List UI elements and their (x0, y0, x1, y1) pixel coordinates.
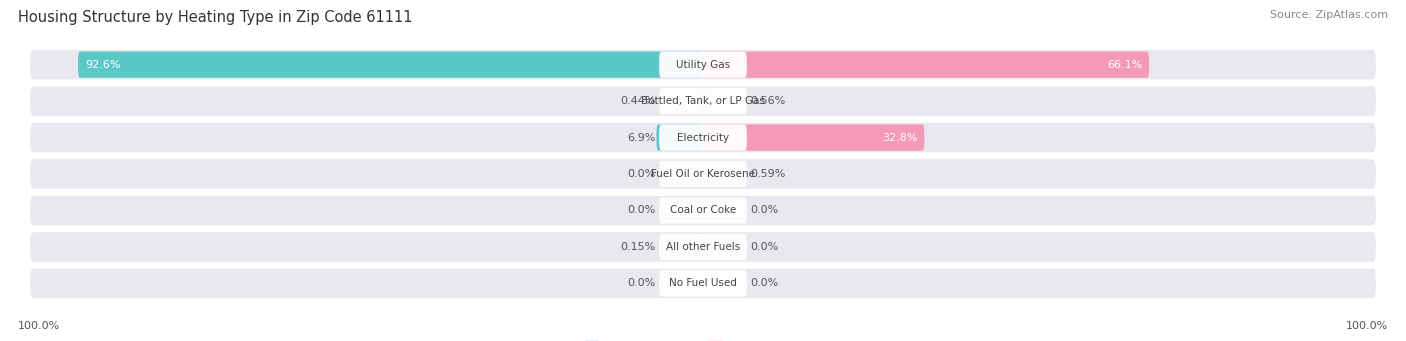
Text: All other Fuels: All other Fuels (666, 242, 740, 252)
FancyBboxPatch shape (700, 88, 703, 114)
FancyBboxPatch shape (659, 124, 747, 151)
FancyBboxPatch shape (703, 51, 1149, 78)
FancyBboxPatch shape (30, 86, 1376, 116)
Text: Utility Gas: Utility Gas (676, 60, 730, 70)
FancyBboxPatch shape (659, 161, 747, 187)
FancyBboxPatch shape (79, 51, 703, 78)
Text: 32.8%: 32.8% (882, 133, 918, 143)
Text: 66.1%: 66.1% (1107, 60, 1142, 70)
Text: 0.0%: 0.0% (751, 206, 779, 216)
Text: 92.6%: 92.6% (84, 60, 121, 70)
FancyBboxPatch shape (659, 197, 747, 224)
FancyBboxPatch shape (703, 161, 707, 187)
FancyBboxPatch shape (703, 124, 924, 151)
FancyBboxPatch shape (703, 88, 707, 114)
FancyBboxPatch shape (30, 159, 1376, 189)
Text: Source: ZipAtlas.com: Source: ZipAtlas.com (1270, 10, 1388, 20)
FancyBboxPatch shape (30, 50, 1376, 79)
FancyBboxPatch shape (30, 269, 1376, 298)
Text: 6.9%: 6.9% (627, 133, 655, 143)
Text: 0.44%: 0.44% (620, 96, 655, 106)
FancyBboxPatch shape (702, 234, 704, 260)
Text: Coal or Coke: Coal or Coke (669, 206, 737, 216)
Text: 0.15%: 0.15% (620, 242, 655, 252)
Text: 0.56%: 0.56% (751, 96, 786, 106)
FancyBboxPatch shape (657, 124, 703, 151)
FancyBboxPatch shape (659, 270, 747, 297)
FancyBboxPatch shape (659, 88, 747, 114)
Text: Bottled, Tank, or LP Gas: Bottled, Tank, or LP Gas (641, 96, 765, 106)
Text: 0.59%: 0.59% (751, 169, 786, 179)
FancyBboxPatch shape (30, 232, 1376, 262)
Text: No Fuel Used: No Fuel Used (669, 278, 737, 288)
Text: 100.0%: 100.0% (18, 321, 60, 331)
Text: 100.0%: 100.0% (1346, 321, 1388, 331)
Text: 0.0%: 0.0% (627, 278, 655, 288)
FancyBboxPatch shape (30, 123, 1376, 152)
Text: 0.0%: 0.0% (751, 278, 779, 288)
Text: 0.0%: 0.0% (627, 206, 655, 216)
Text: Housing Structure by Heating Type in Zip Code 61111: Housing Structure by Heating Type in Zip… (18, 10, 413, 25)
Text: Fuel Oil or Kerosene: Fuel Oil or Kerosene (651, 169, 755, 179)
FancyBboxPatch shape (30, 196, 1376, 225)
Text: Electricity: Electricity (676, 133, 730, 143)
FancyBboxPatch shape (659, 234, 747, 260)
Text: 0.0%: 0.0% (627, 169, 655, 179)
FancyBboxPatch shape (659, 51, 747, 78)
Text: 0.0%: 0.0% (751, 242, 779, 252)
